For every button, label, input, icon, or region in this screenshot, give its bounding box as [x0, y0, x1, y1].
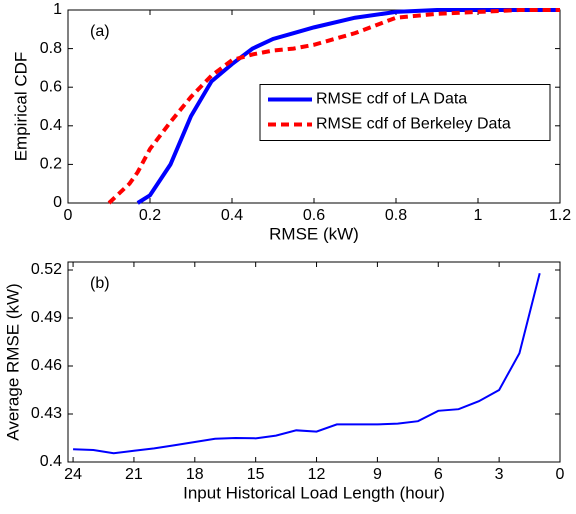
annotation: (a)	[90, 23, 110, 40]
x-tick-label: 1.2	[549, 207, 571, 224]
x-tick-label: 0.4	[221, 207, 243, 224]
legend-label: RMSE cdf of LA Data	[316, 91, 467, 108]
y-tick-label: 0.4	[40, 117, 62, 134]
x-tick-label: 0	[64, 207, 73, 224]
x-tick-label: 6	[434, 466, 443, 483]
data-line	[107, 8, 560, 205]
x-tick-label: 3	[495, 466, 504, 483]
annotation: (b)	[90, 275, 110, 292]
x-tick-label: 0.8	[385, 207, 407, 224]
x-tick-label: 21	[125, 466, 143, 483]
y-tick-label: 0.4	[40, 453, 62, 470]
y-tick-label: 0.2	[40, 156, 62, 173]
x-tick-label: 0	[556, 466, 565, 483]
legend-box	[259, 84, 551, 141]
data-line	[73, 272, 541, 455]
x-axis-label: RMSE (kW)	[269, 224, 359, 243]
y-tick-label: 0	[53, 194, 62, 211]
data-line	[136, 8, 560, 205]
plot-area	[67, 261, 561, 463]
x-axis-label: Input Historical Load Length (hour)	[183, 483, 445, 502]
y-tick-label: 0.52	[31, 261, 62, 278]
x-tick-label: 12	[308, 466, 326, 483]
x-tick-label: 0.6	[303, 207, 325, 224]
legend-label: RMSE cdf of Berkeley Data	[316, 116, 511, 133]
x-tick-label: 9	[373, 466, 382, 483]
y-tick-label: 0.46	[31, 357, 62, 374]
y-tick-label: 0.8	[40, 40, 62, 57]
x-tick-label: 0.2	[139, 207, 161, 224]
y-tick-label: 0.49	[31, 309, 62, 326]
y-tick-label: 0.6	[40, 78, 62, 95]
x-tick-label: 24	[64, 466, 82, 483]
y-tick-label: 0.43	[31, 405, 62, 422]
y-axis-label: Average RMSE (kW)	[3, 283, 22, 440]
y-axis-label: Empirical CDF	[11, 52, 30, 162]
x-tick-label: 1	[474, 207, 483, 224]
x-tick-label: 18	[186, 466, 204, 483]
y-tick-label: 1	[53, 1, 62, 18]
x-tick-label: 15	[247, 466, 265, 483]
